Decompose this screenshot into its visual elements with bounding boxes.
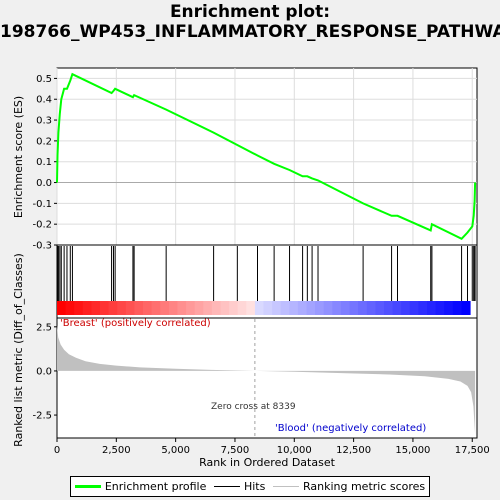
metric-y-axis-label: Ranked list metric (Diff_of_Classes) bbox=[12, 253, 25, 447]
metric-panel: 2.5 0.0 -2.5 'Breast' (positively correlat… bbox=[12, 253, 478, 447]
gradient-segment bbox=[160, 301, 170, 315]
legend-label-metric: Ranking metric scores bbox=[302, 480, 426, 493]
gradient-segment bbox=[401, 301, 411, 315]
es-tick-label: -0.3 bbox=[32, 241, 52, 252]
legend-label-profile: Enrichment profile bbox=[104, 480, 207, 493]
gradient-segment bbox=[409, 301, 419, 315]
gradient-segment bbox=[332, 301, 342, 315]
gradient-segment bbox=[452, 301, 462, 315]
gradient-segment bbox=[229, 301, 239, 315]
zero-cross-label: Zero cross at 8339 bbox=[211, 402, 296, 412]
metric-tick-label: -2.5 bbox=[32, 411, 52, 422]
gradient-segment bbox=[289, 301, 299, 315]
gradient-segment bbox=[358, 301, 368, 315]
x-tick-label: 2,500 bbox=[102, 445, 131, 456]
gradient-segment bbox=[100, 301, 110, 315]
x-tick-label: 12,500 bbox=[336, 445, 371, 456]
es-tick-label: -0.2 bbox=[32, 220, 52, 231]
gradient-segment bbox=[168, 301, 179, 315]
gradient-segment bbox=[254, 301, 265, 315]
gradient-segment bbox=[272, 301, 282, 315]
positive-class-label: 'Breast' (positively correlated) bbox=[60, 318, 211, 329]
es-y-axis-label: Enrichment score (ES) bbox=[12, 96, 25, 218]
gradient-segment bbox=[220, 301, 230, 315]
gradient-segment bbox=[461, 301, 471, 315]
es-panel: 0.5 0.4 0.3 0.2 0.1 0.0 -0.1 -0.2 -0.3 Enrichmen… bbox=[12, 67, 478, 252]
es-tick-label: 0.0 bbox=[36, 178, 52, 189]
gradient-segment bbox=[211, 301, 222, 315]
es-tick-label: -0.1 bbox=[32, 199, 52, 210]
legend: Enrichment profile Hits Ranking metric s… bbox=[70, 476, 430, 497]
gradient-segment bbox=[263, 301, 273, 315]
x-tick-label: 7,500 bbox=[221, 445, 250, 456]
gradient-segment bbox=[194, 301, 204, 315]
gradient-segment bbox=[392, 301, 402, 315]
hits-panel bbox=[56, 244, 478, 319]
es-tick-label: 0.4 bbox=[36, 95, 52, 106]
gradient-segment bbox=[151, 301, 161, 315]
es-panel-frame bbox=[56, 67, 478, 246]
gradient-segment bbox=[444, 301, 454, 315]
legend-label-hits: Hits bbox=[243, 480, 266, 493]
gradient-segment bbox=[306, 301, 316, 315]
gradient-segment bbox=[91, 301, 101, 315]
es-tick-label: 0.2 bbox=[36, 136, 52, 147]
gradient-segment bbox=[366, 301, 376, 315]
gradient-segment bbox=[435, 301, 445, 315]
gradient-segment bbox=[280, 301, 290, 315]
metric-tick-label: 2.5 bbox=[36, 322, 52, 333]
enrichment-profile-line bbox=[56, 72, 477, 241]
chart-title: Enrichment plot: 198766_WP453_INFLAMMATO… bbox=[0, 2, 500, 42]
negative-class-label: 'Blood' (negatively correlated) bbox=[275, 423, 426, 434]
gradient-segment bbox=[117, 301, 127, 315]
gradient-segment bbox=[315, 301, 325, 315]
gradient-segment bbox=[186, 301, 196, 315]
es-tick-label: 0.5 bbox=[36, 74, 52, 85]
metric-swatch-icon bbox=[272, 486, 299, 487]
gradient-segment bbox=[134, 301, 144, 315]
hits-swatch-icon bbox=[213, 486, 240, 487]
gradient-segment bbox=[384, 301, 394, 315]
es-tick-label: 0.3 bbox=[36, 116, 52, 127]
gradient-segment bbox=[143, 301, 153, 315]
legend-item-metric: Ranking metric scores bbox=[272, 480, 426, 493]
x-tick-label: 15,000 bbox=[395, 445, 430, 456]
x-axis-label: Rank in Ordered Dataset bbox=[199, 456, 336, 469]
gradient-segment bbox=[237, 301, 247, 315]
gradient-segment bbox=[246, 301, 256, 315]
gradient-segment bbox=[375, 301, 385, 315]
profile-swatch-icon bbox=[74, 485, 101, 488]
x-tick-label: 0 bbox=[54, 445, 60, 456]
gradient-segment bbox=[340, 301, 351, 315]
x-tick-label: 5,000 bbox=[161, 445, 190, 456]
gradient-segment bbox=[65, 301, 75, 315]
gradient-segment bbox=[125, 301, 135, 315]
gradient-segment bbox=[57, 301, 67, 315]
gradient-segment bbox=[349, 301, 359, 315]
legend-item-hits: Hits bbox=[213, 480, 266, 493]
gradient-segment bbox=[82, 301, 92, 315]
legend-item-profile: Enrichment profile bbox=[74, 480, 207, 493]
x-tick-label: 10,000 bbox=[277, 445, 312, 456]
metric-panel-frame bbox=[56, 317, 478, 439]
gradient-segment bbox=[203, 301, 213, 315]
metric-tick-label: 0.0 bbox=[36, 366, 52, 377]
gradient-segment bbox=[177, 301, 187, 315]
es-tick-label: 0.1 bbox=[36, 157, 52, 168]
gradient-segment bbox=[108, 301, 118, 315]
gradient-segment bbox=[74, 301, 84, 315]
gradient-segment bbox=[323, 301, 333, 315]
x-tick-label: 17,500 bbox=[455, 445, 490, 456]
gradient-segment bbox=[297, 301, 308, 315]
gradient-segment bbox=[418, 301, 428, 315]
gradient-segment bbox=[427, 301, 437, 315]
